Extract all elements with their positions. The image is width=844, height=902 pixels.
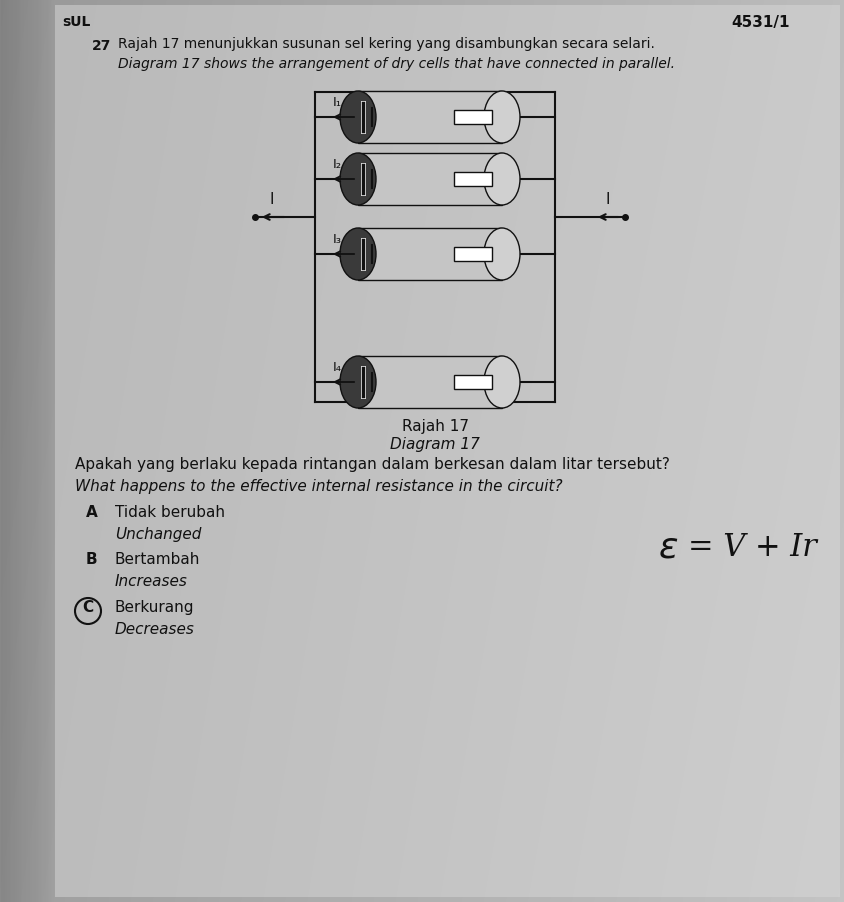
Text: 4531/1: 4531/1 <box>732 15 790 30</box>
Ellipse shape <box>340 91 376 143</box>
Text: = V + Ir: = V + Ir <box>688 531 817 563</box>
Ellipse shape <box>340 153 376 205</box>
Text: Diagram 17: Diagram 17 <box>390 437 480 452</box>
Bar <box>454 110 492 124</box>
Bar <box>358 153 502 205</box>
Text: Rajah 17: Rajah 17 <box>402 419 468 434</box>
Text: Decreases: Decreases <box>115 622 195 637</box>
Text: I₂: I₂ <box>333 158 342 171</box>
Text: Unchanged: Unchanged <box>115 527 202 542</box>
Ellipse shape <box>340 228 376 280</box>
Text: I₁: I₁ <box>333 96 342 109</box>
Text: I: I <box>606 192 610 207</box>
Bar <box>358 228 502 280</box>
Text: Rajah 17 menunjukkan susunan sel kering yang disambungkan secara selari.: Rajah 17 menunjukkan susunan sel kering … <box>118 37 655 51</box>
Bar <box>358 91 502 143</box>
Ellipse shape <box>484 228 520 280</box>
Ellipse shape <box>484 356 520 408</box>
Text: Berkurang: Berkurang <box>115 600 194 615</box>
Text: I₄: I₄ <box>333 361 342 374</box>
Text: B: B <box>86 552 98 567</box>
Bar <box>454 247 492 261</box>
Text: Diagram 17 shows the arrangement of dry cells that have connected in parallel.: Diagram 17 shows the arrangement of dry … <box>118 57 675 71</box>
Ellipse shape <box>340 356 376 408</box>
FancyBboxPatch shape <box>55 5 840 897</box>
Bar <box>454 172 492 186</box>
Text: Increases: Increases <box>115 574 188 589</box>
Text: Apakah yang berlaku kepada rintangan dalam berkesan dalam litar tersebut?: Apakah yang berlaku kepada rintangan dal… <box>75 457 670 472</box>
Bar <box>454 375 492 389</box>
Text: What happens to the effective internal resistance in the circuit?: What happens to the effective internal r… <box>75 479 563 494</box>
Ellipse shape <box>484 153 520 205</box>
Text: A: A <box>86 505 98 520</box>
Text: Tidak berubah: Tidak berubah <box>115 505 225 520</box>
Text: I₃: I₃ <box>333 233 342 246</box>
Ellipse shape <box>484 91 520 143</box>
Text: sUL: sUL <box>62 15 90 29</box>
Text: C: C <box>83 601 94 615</box>
Text: I: I <box>270 192 274 207</box>
Text: 27: 27 <box>92 39 111 53</box>
Text: Bertambah: Bertambah <box>115 552 200 567</box>
Text: $\varepsilon$: $\varepsilon$ <box>658 530 679 564</box>
Bar <box>358 356 502 408</box>
